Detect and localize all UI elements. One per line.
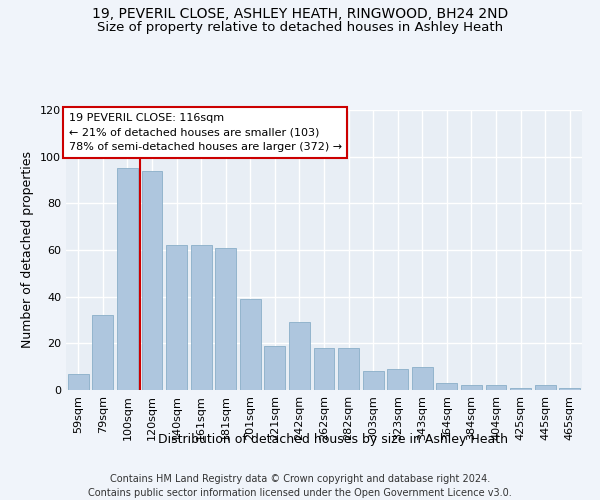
Text: 19 PEVERIL CLOSE: 116sqm
← 21% of detached houses are smaller (103)
78% of semi-: 19 PEVERIL CLOSE: 116sqm ← 21% of detach… (68, 113, 342, 152)
Bar (265, 346, 286, 390)
Bar (166, 246, 187, 390)
Bar (68, 374, 89, 390)
Bar (215, 248, 236, 390)
Bar (117, 168, 138, 390)
Bar (240, 299, 261, 390)
Bar (485, 386, 506, 390)
Text: Size of property relative to detached houses in Ashley Heath: Size of property relative to detached ho… (97, 21, 503, 34)
Bar (510, 388, 531, 390)
Bar (338, 348, 359, 390)
Bar (362, 372, 383, 390)
Bar (436, 383, 457, 390)
Bar (535, 386, 556, 390)
Bar (289, 322, 310, 390)
Bar (461, 386, 482, 390)
Bar (191, 246, 212, 390)
Text: Contains HM Land Registry data © Crown copyright and database right 2024.
Contai: Contains HM Land Registry data © Crown c… (88, 474, 512, 498)
Bar (92, 316, 113, 390)
Text: Distribution of detached houses by size in Ashley Heath: Distribution of detached houses by size … (158, 432, 508, 446)
Bar (314, 348, 334, 390)
Bar (559, 388, 580, 390)
Bar (142, 170, 163, 390)
Bar (387, 369, 408, 390)
Bar (412, 366, 433, 390)
Y-axis label: Number of detached properties: Number of detached properties (22, 152, 34, 348)
Text: 19, PEVERIL CLOSE, ASHLEY HEATH, RINGWOOD, BH24 2ND: 19, PEVERIL CLOSE, ASHLEY HEATH, RINGWOO… (92, 8, 508, 22)
